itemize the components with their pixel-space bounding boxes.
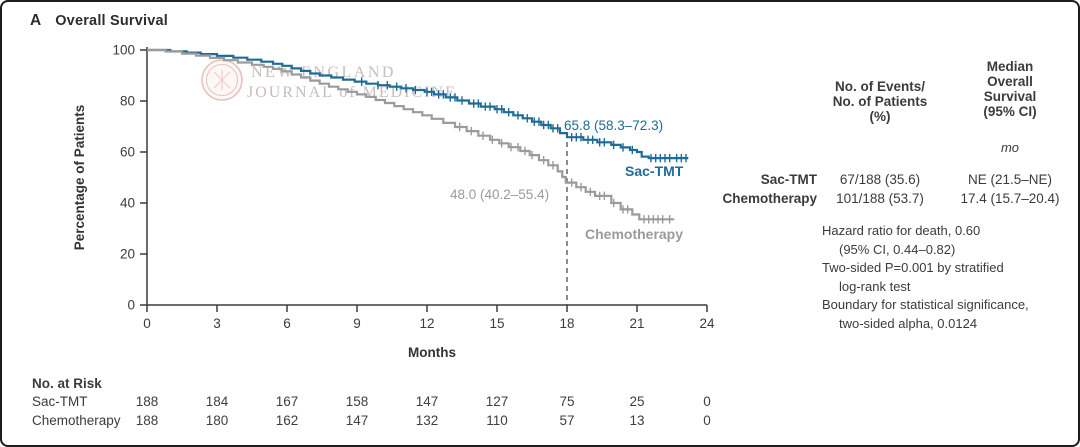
y-tick-label: 0 xyxy=(127,298,135,313)
note-line: (95% CI, 0.44–0.82) xyxy=(839,241,956,257)
risk-value: 132 xyxy=(415,413,439,428)
y-axis-label: Percentage of Patients xyxy=(72,105,87,251)
risk-row-label: Sac-TMT xyxy=(32,394,88,409)
x-tick-label: 24 xyxy=(699,316,715,331)
stats-median-sac-tmt: NE (21.5–NE) xyxy=(967,172,1053,187)
unit-label: mo xyxy=(1000,140,1020,155)
risk-table-heading: No. at Risk xyxy=(32,376,102,391)
page-title: Overall Survival xyxy=(55,13,169,29)
risk-value: 127 xyxy=(485,394,509,409)
y-tick-label: 20 xyxy=(120,247,135,262)
stats-median-chemotherapy: 17.4 (15.7–20.4) xyxy=(960,191,1060,206)
x-axis-label: Months xyxy=(408,345,456,360)
risk-value: 110 xyxy=(486,413,508,428)
series-label: Chemotherapy xyxy=(585,226,683,242)
risk-row-label: Chemotherapy xyxy=(32,413,121,428)
figure-title: A Overall Survival xyxy=(30,12,168,30)
x-tick-label: 6 xyxy=(283,316,291,331)
risk-value: 188 xyxy=(135,394,159,409)
note-line: log-rank test xyxy=(839,278,911,294)
y-tick-label: 40 xyxy=(120,196,135,211)
watermark-line1: NEW ENGLAND xyxy=(251,64,396,81)
x-tick-label: 21 xyxy=(629,316,644,331)
risk-value: 147 xyxy=(415,394,439,409)
hazard-ratio-notes: Hazard ratio for death, 0.60 (95% CI, 0.… xyxy=(822,222,1029,333)
risk-value: 25 xyxy=(629,394,645,409)
x-tick-label: 15 xyxy=(489,316,504,331)
risk-value: 180 xyxy=(205,413,229,428)
survival-annotation: 65.8 (58.3–72.3) xyxy=(564,118,663,133)
risk-value: 75 xyxy=(559,394,575,409)
risk-value: 188 xyxy=(135,413,159,428)
risk-value: 0 xyxy=(703,394,711,409)
y-tick-label: 60 xyxy=(120,145,135,160)
y-tick-label: 100 xyxy=(112,43,135,58)
survival-annotation: 48.0 (40.2–55.4) xyxy=(450,187,549,202)
median-column-header: Median Overall Survival (95% CI) xyxy=(983,59,1037,119)
note-line: Boundary for statistical significance, xyxy=(822,297,1029,312)
nejm-seal-icon xyxy=(213,70,231,90)
panel-letter: A xyxy=(30,12,42,29)
stats-events-sac-tmt: 67/188 (35.6) xyxy=(839,172,921,187)
note-line: Two-sided P=0.001 by stratified xyxy=(822,260,1004,275)
stats-row-label-chemotherapy: Chemotherapy xyxy=(722,191,817,206)
y-tick-label: 80 xyxy=(120,94,135,109)
risk-value: 147 xyxy=(345,413,369,428)
x-tick-label: 0 xyxy=(143,316,151,331)
risk-value: 158 xyxy=(345,394,369,409)
risk-value: 57 xyxy=(559,413,575,428)
note-line: Hazard ratio for death, 0.60 xyxy=(822,223,981,238)
series-label: Sac-TMT xyxy=(625,163,684,179)
x-tick-label: 3 xyxy=(213,316,221,331)
x-tick-label: 12 xyxy=(419,316,434,331)
note-line: two-sided alpha, 0.0124 xyxy=(839,315,978,331)
stats-row-label-sac-tmt: Sac-TMT xyxy=(760,172,817,187)
risk-value: 0 xyxy=(703,413,711,428)
chemotherapy-curve xyxy=(147,48,675,221)
x-tick-label: 18 xyxy=(559,316,574,331)
nejm-seal-icon xyxy=(206,64,238,96)
x-tick-label: 9 xyxy=(353,316,361,331)
risk-value: 184 xyxy=(205,394,229,409)
stats-events-chemotherapy: 101/188 (53.7) xyxy=(836,191,924,206)
risk-value: 167 xyxy=(275,394,299,409)
risk-value: 162 xyxy=(275,413,299,428)
sac-tmt-curve xyxy=(147,48,689,160)
risk-value: 13 xyxy=(629,413,645,428)
events-column-header: No. of Events/ No. of Patients (%) xyxy=(832,79,928,124)
